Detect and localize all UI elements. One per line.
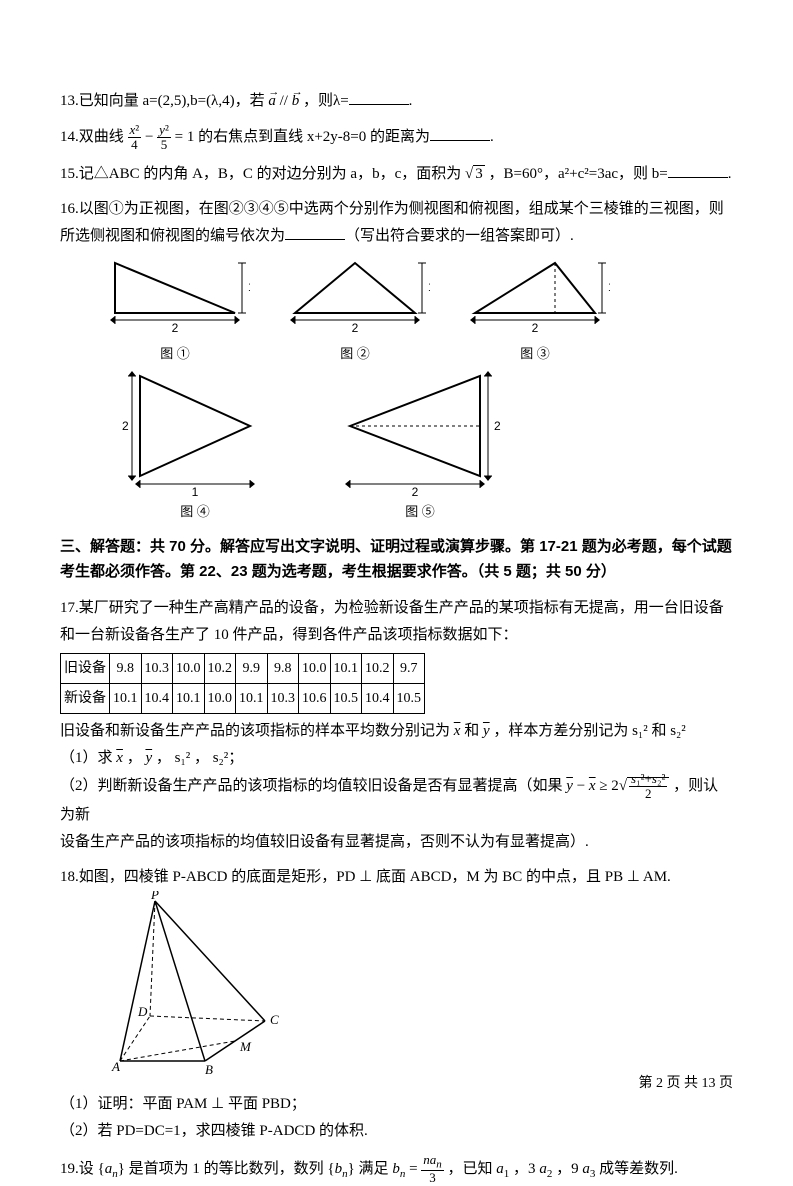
svg-text:2: 2 [494, 419, 501, 433]
q14-prefix: 14.双曲线 [60, 129, 128, 145]
figure-3: 2 1 图 ③ [460, 258, 610, 362]
q13-prefix: 13.已知向量 a=(2,5),b=(λ,4)，若 [60, 93, 268, 109]
question-18: 18.如图，四棱锥 P-ABCD 的底面是矩形，PD ⊥ 底面 ABCD，M 为… [60, 864, 733, 1145]
table-row: 旧设备9.810.310.010.29.99.810.010.110.29.7 [61, 653, 425, 683]
vector-a: a [268, 93, 276, 109]
svg-text:P: P [150, 891, 159, 902]
q18-line1: 18.如图，四棱锥 P-ABCD 的底面是矩形，PD ⊥ 底面 ABCD，M 为… [60, 864, 733, 891]
triangle-4-svg: 2 1 [120, 366, 270, 496]
q17-para1: 17.某厂研究了一种生产高精产品的设备，为检验新设备生产产品的某项指标有无提高，… [60, 595, 733, 649]
svg-text:D: D [137, 1004, 148, 1019]
q17-table: 旧设备9.810.310.010.29.99.810.010.110.29.7 … [60, 653, 425, 714]
vector-b: b [292, 93, 300, 109]
svg-text:1: 1 [192, 485, 199, 496]
svg-text:2: 2 [122, 419, 129, 433]
q17-sub2: （2）判断新设备生产产品的该项指标的均值较旧设备是否有显著提高（如果 y − x… [60, 772, 733, 829]
page-number: 第 2 页 共 13 页 [639, 1072, 734, 1092]
exam-page: 13.已知向量 a=(2,5),b=(λ,4)，若 a // b ，则λ=. 1… [0, 0, 793, 1122]
frac-nan-3: nan3 [421, 1153, 444, 1186]
q14-suffix: . [490, 129, 494, 145]
caption-5: 图 ⑤ [330, 501, 510, 520]
svg-text:2: 2 [172, 321, 179, 335]
q16-line2-wrap: 所选侧视图和俯视图的编号依次为 （写出符合要求的一组答案即可）. [60, 223, 733, 250]
question-13: 13.已知向量 a=(2,5),b=(λ,4)，若 a // b ，则λ=. [60, 88, 733, 115]
triangle-1-svg: 2 1 [100, 258, 250, 338]
q17-sub1: （1）求 x ， y ， s₁² ， s₂²； [60, 745, 733, 772]
svg-text:2: 2 [532, 321, 539, 335]
caption-3: 图 ③ [460, 343, 610, 362]
figure-1: 2 1 图 ① [100, 258, 250, 362]
question-16: 16.以图①为正视图，在图②③④⑤中选两个分别作为侧视图和俯视图，组成某个三棱锥… [60, 196, 733, 250]
pyramid-svg: P A B C D M [100, 891, 300, 1081]
figure-5: 2 2 图 ⑤ [330, 366, 510, 520]
figure-row-1: 2 1 图 ① 2 1 图 ② 2 [100, 258, 733, 362]
q13-mid: ，则λ= [303, 93, 349, 109]
svg-text:2: 2 [412, 485, 419, 496]
svg-text:1: 1 [428, 280, 430, 294]
svg-text:2: 2 [352, 321, 359, 335]
question-17: 17.某厂研究了一种生产高精产品的设备，为检验新设备生产产品的某项指标有无提高，… [60, 595, 733, 856]
table-row: 新设备10.110.410.110.010.110.310.610.510.41… [61, 683, 425, 713]
a-n: an [105, 1161, 118, 1177]
q18-figure: P A B C D M [100, 891, 733, 1091]
q16-line1: 16.以图①为正视图，在图②③④⑤中选两个分别作为侧视图和俯视图，组成某个三棱锥… [60, 196, 733, 223]
triangle-2-svg: 2 1 [280, 258, 430, 338]
y-bar: y [483, 723, 490, 739]
question-14: 14.双曲线 x²4 − y²5 = 1 的右焦点到直线 x+2y-8=0 的距… [60, 123, 733, 153]
figure-row-2: 2 1 图 ④ 2 2 图 ⑤ [120, 366, 733, 520]
q13-suffix: . [409, 93, 413, 109]
caption-2: 图 ② [280, 343, 430, 362]
svg-text:A: A [111, 1059, 120, 1074]
sqrt-3: 3 [465, 161, 485, 188]
q17-sub2c: 设备生产产品的该项指标的均值较旧设备有显著提高，否则不认为有显著提高）. [60, 829, 733, 856]
question-15: 15.记△ABC 的内角 A，B，C 的对边分别为 a，b，c，面积为 3 ，B… [60, 161, 733, 188]
frac-y2-5: y²5 [157, 123, 171, 153]
q17-para2: 旧设备和新设备生产产品的该项指标的样本平均数分别记为 x 和 y ，样本方差分别… [60, 718, 733, 745]
triangle-5-svg: 2 2 [330, 366, 510, 496]
triangle-3-svg: 2 1 [460, 258, 610, 338]
frac-x2-4: x²4 [128, 123, 142, 153]
q15-text1: 15.记△ABC 的内角 A，B，C 的对边分别为 a，b，c，面积为 [60, 166, 465, 182]
svg-text:B: B [205, 1062, 213, 1077]
svg-text:1: 1 [248, 280, 250, 294]
caption-1: 图 ① [100, 343, 250, 362]
q13-blank [349, 89, 409, 105]
figure-4: 2 1 图 ④ [120, 366, 270, 520]
figure-2: 2 1 图 ② [280, 258, 430, 362]
caption-4: 图 ④ [120, 501, 270, 520]
q16-line2: 所选侧视图和俯视图的编号依次为 [60, 228, 285, 244]
q16-blank [285, 224, 345, 240]
svg-text:1: 1 [608, 280, 610, 294]
q15-text2: ，B=60°，a²+c²=3ac，则 b= [489, 166, 668, 182]
q15-blank [668, 162, 728, 178]
section-3-heading: 三、解答题：共 70 分。解答应写出文字说明、证明过程或演算步骤。第 17-21… [60, 534, 733, 585]
svg-text:C: C [270, 1012, 279, 1027]
b-n: bn [335, 1161, 348, 1177]
q14-blank [430, 125, 490, 141]
svg-text:M: M [239, 1039, 252, 1054]
q18-sub1: （1）证明：平面 PAM ⊥ 平面 PBD； [60, 1091, 733, 1118]
q14-mid: = 1 的右焦点到直线 x+2y-8=0 的距离为 [175, 129, 430, 145]
sqrt-s-expr: s₁²+s₂²2 [619, 772, 670, 802]
q16-line2b: （写出符合要求的一组答案即可）. [345, 228, 574, 244]
question-19: 19.设 {an} 是首项为 1 的等比数列，数列 {bn} 满足 bn = n… [60, 1153, 733, 1186]
q15-suffix: . [728, 166, 732, 182]
